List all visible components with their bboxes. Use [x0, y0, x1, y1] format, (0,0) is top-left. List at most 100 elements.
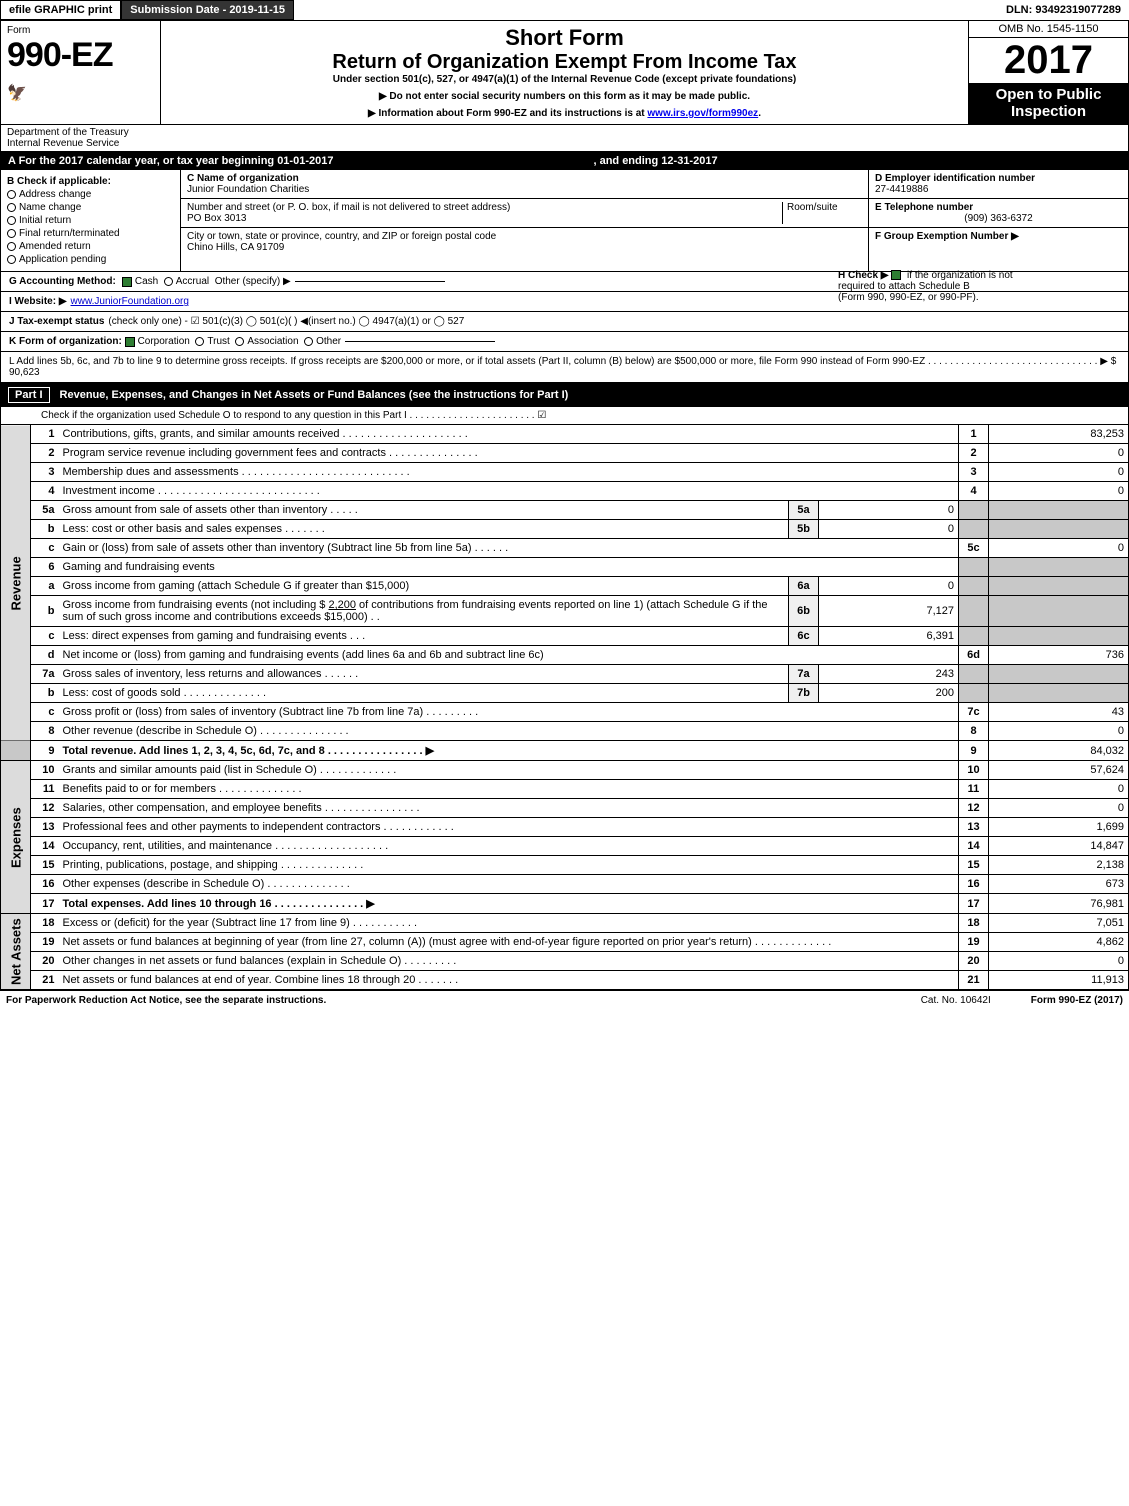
irs-label: Internal Revenue Service [7, 138, 119, 149]
b-label: B Check if applicable: [7, 176, 174, 187]
r19-num: 19 [31, 933, 59, 952]
r5a-desc: Gross amount from sale of assets other t… [59, 501, 789, 520]
open-public-text: Open to Public [996, 86, 1102, 103]
r7a-greyln [959, 665, 989, 684]
r5a-box: 5a [789, 501, 819, 520]
city-label: City or town, state or province, country… [187, 231, 496, 242]
r7a-greyamt [989, 665, 1129, 684]
footer-right: Form 990-EZ (2017) [1031, 995, 1123, 1006]
r17-ln: 17 [959, 894, 989, 914]
sidebar-expenses: Expenses [1, 761, 31, 914]
street-value: PO Box 3013 [187, 213, 246, 224]
row-9: 9 Total revenue. Add lines 1, 2, 3, 4, 5… [1, 741, 1129, 761]
r4-num: 4 [31, 482, 59, 501]
g-other-blank [295, 281, 445, 282]
g-label: G Accounting Method: [9, 276, 116, 287]
efile-graphic-print: efile GRAPHIC print [0, 0, 121, 20]
row-2: 2 Program service revenue including gove… [1, 444, 1129, 463]
r7b-num: b [31, 684, 59, 703]
r6a-greyamt [989, 577, 1129, 596]
r12-amt: 0 [989, 799, 1129, 818]
r21-num: 21 [31, 971, 59, 990]
chk-initial-label: Initial return [19, 215, 71, 226]
chk-address-label: Address change [19, 189, 91, 200]
chk-other [304, 337, 313, 346]
r13-num: 13 [31, 818, 59, 837]
row-11: 11 Benefits paid to or for members . . .… [1, 780, 1129, 799]
h-text3: (Form 990, 990-EZ, or 990-PF). [838, 292, 979, 303]
r10-num: 10 [31, 761, 59, 780]
irs-link[interactable]: www.irs.gov/form990ez [647, 108, 758, 119]
r19-amt: 4,862 [989, 933, 1129, 952]
r7a-desc: Gross sales of inventory, less returns a… [59, 665, 789, 684]
org-street-row: Number and street (or P. O. box, if mail… [181, 199, 868, 228]
r3-amt: 0 [989, 463, 1129, 482]
r7b-box: 7b [789, 684, 819, 703]
e-label: E Telephone number [875, 202, 973, 213]
g-accrual: Accrual [176, 276, 209, 287]
page-footer: For Paperwork Reduction Act Notice, see … [0, 990, 1129, 1010]
h-check [891, 270, 901, 280]
r1-amt: 83,253 [989, 425, 1129, 444]
r2-num: 2 [31, 444, 59, 463]
g-cash: Cash [135, 276, 158, 287]
r6-greyln [959, 558, 989, 577]
row-15: 15 Printing, publications, postage, and … [1, 856, 1129, 875]
street-label: Number and street (or P. O. box, if mail… [187, 202, 510, 213]
chk-trust [195, 337, 204, 346]
r7a-bval: 243 [819, 665, 959, 684]
chk-amended-label: Amended return [19, 241, 91, 252]
section-f: F Group Exemption Number ▶ [869, 228, 1128, 245]
k-trust: Trust [207, 336, 229, 347]
section-c: C Name of organization Junior Foundation… [181, 170, 868, 271]
open-to-public: Open to Public Inspection [969, 83, 1128, 124]
r6b-u: 2,200 [328, 599, 356, 611]
r7a-num: 7a [31, 665, 59, 684]
r5b-greyamt [989, 520, 1129, 539]
r7b-desc: Less: cost of goods sold . . . . . . . .… [59, 684, 789, 703]
k-label: K Form of organization: [9, 336, 122, 347]
r7b-bval: 200 [819, 684, 959, 703]
r7b-greyamt [989, 684, 1129, 703]
chk-address: Address change [7, 189, 174, 200]
row-4: 4 Investment income . . . . . . . . . . … [1, 482, 1129, 501]
r6d-ln: 6d [959, 646, 989, 665]
section-d: D Employer identification number 27-4419… [869, 170, 1128, 199]
r14-ln: 14 [959, 837, 989, 856]
chk-cash [122, 277, 132, 287]
r5b-num: b [31, 520, 59, 539]
under-section: Under section 501(c), 527, or 4947(a)(1)… [171, 74, 958, 85]
r6b-num: b [31, 596, 59, 627]
row-21: 21 Net assets or fund balances at end of… [1, 971, 1129, 990]
r9-amt: 84,032 [989, 741, 1129, 761]
r16-num: 16 [31, 875, 59, 894]
r4-amt: 0 [989, 482, 1129, 501]
r13-amt: 1,699 [989, 818, 1129, 837]
r5c-ln: 5c [959, 539, 989, 558]
year-col: OMB No. 1545-1150 2017 Open to Public In… [968, 21, 1128, 124]
r17-num: 17 [31, 894, 59, 914]
r18-ln: 18 [959, 914, 989, 933]
r14-amt: 14,847 [989, 837, 1129, 856]
r18-desc: Excess or (deficit) for the year (Subtra… [59, 914, 959, 933]
r21-amt: 11,913 [989, 971, 1129, 990]
part-i-title: Revenue, Expenses, and Changes in Net As… [60, 389, 569, 401]
footer-cat: Cat. No. 10642I [921, 995, 991, 1006]
row-3: 3 Membership dues and assessments . . . … [1, 463, 1129, 482]
title-col: Short Form Return of Organization Exempt… [161, 21, 968, 124]
period-end: , and ending 12-31-2017 [593, 155, 717, 167]
r8-num: 8 [31, 722, 59, 741]
form-header: Form 990-EZ 🦅 Short Form Return of Organ… [0, 21, 1129, 125]
r6-desc: Gaming and fundraising events [59, 558, 959, 577]
row-18: Net Assets 18 Excess or (deficit) for th… [1, 914, 1129, 933]
chk-amended: Amended return [7, 241, 174, 252]
chk-name-label: Name change [19, 202, 81, 213]
row-5c: c Gain or (loss) from sale of assets oth… [1, 539, 1129, 558]
r16-ln: 16 [959, 875, 989, 894]
r6b-box: 6b [789, 596, 819, 627]
website-link[interactable]: www.JuniorFoundation.org [71, 296, 189, 307]
r11-amt: 0 [989, 780, 1129, 799]
chk-pending: Application pending [7, 254, 174, 265]
row-8: 8 Other revenue (describe in Schedule O)… [1, 722, 1129, 741]
r5b-bval: 0 [819, 520, 959, 539]
